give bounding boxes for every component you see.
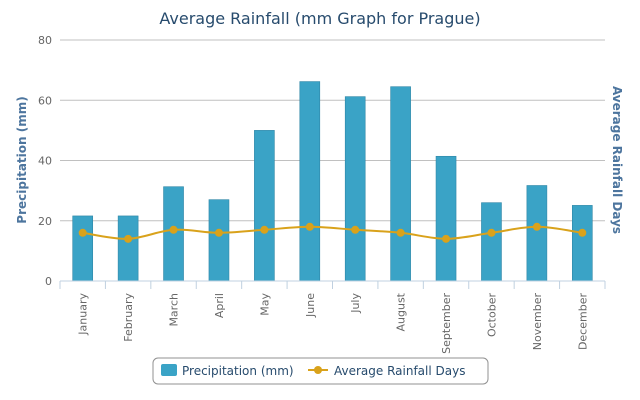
bar-september[interactable]: [435, 155, 457, 282]
x-tick-label: December: [576, 293, 589, 351]
chart-title: Average Rainfall (mm Graph for Prague): [159, 9, 480, 28]
rainfall-days-point-december[interactable]: [578, 228, 587, 237]
bar-series: [72, 81, 593, 282]
x-tick-label: August: [395, 292, 408, 331]
line-series: [78, 222, 587, 243]
rainfall-days-point-november[interactable]: [532, 222, 541, 231]
legend[interactable]: Precipitation (mm) Average Rainfall Days: [152, 357, 489, 385]
x-tick-label: June: [304, 293, 317, 318]
legend-swatch-precipitation: [161, 364, 177, 376]
x-tick-label: January: [77, 293, 90, 336]
x-tick-label: February: [122, 293, 135, 342]
y-tick-label: 40: [38, 155, 52, 168]
rainfall-days-point-september[interactable]: [442, 234, 451, 243]
legend-swatch-rainfall-days-marker: [314, 366, 322, 374]
y-axis-ticks: 0 20 40 60 80: [38, 34, 52, 288]
y-axis-title-left: Precipitation (mm): [15, 96, 29, 223]
y-tick-label: 0: [45, 275, 52, 288]
y-tick-label: 80: [38, 34, 52, 47]
rainfall-days-point-june[interactable]: [305, 222, 314, 231]
bar-november[interactable]: [526, 185, 548, 282]
x-tick-label: September: [440, 293, 453, 354]
rainfall-days-point-october[interactable]: [487, 228, 496, 237]
bar-april[interactable]: [208, 199, 230, 282]
rainfall-days-point-july[interactable]: [351, 225, 360, 234]
rainfall-days-point-january[interactable]: [78, 228, 87, 237]
y-tick-label: 20: [38, 215, 52, 228]
rainfall-days-point-february[interactable]: [124, 234, 133, 243]
y-axis-title-right: Average Rainfall Days: [610, 86, 624, 234]
legend-label-rainfall-days: Average Rainfall Days: [334, 364, 465, 378]
bar-october[interactable]: [481, 202, 502, 282]
x-tick-label: May: [258, 293, 271, 316]
rainfall-days-point-august[interactable]: [396, 228, 405, 237]
bar-february[interactable]: [117, 215, 139, 282]
bar-august[interactable]: [390, 86, 411, 282]
bar-december[interactable]: [571, 205, 593, 282]
bar-may[interactable]: [254, 130, 275, 282]
y-tick-label: 60: [38, 94, 52, 107]
bar-march[interactable]: [163, 186, 184, 282]
x-axis-ticks: January February March April May June July Augu…: [59, 281, 606, 354]
grid-lines: [60, 39, 605, 222]
rainfall-days-point-april[interactable]: [214, 228, 223, 237]
x-tick-label: March: [168, 293, 181, 327]
x-tick-label: October: [485, 293, 498, 337]
rainfall-days-point-march[interactable]: [169, 225, 178, 234]
x-tick-label: July: [349, 293, 362, 314]
bar-january[interactable]: [72, 215, 94, 282]
rainfall-days-line: [82, 225, 583, 240]
bar-july[interactable]: [344, 96, 366, 282]
x-tick-label: November: [531, 293, 544, 351]
rainfall-days-point-may[interactable]: [260, 225, 269, 234]
bar-june[interactable]: [299, 81, 321, 282]
legend-label-precipitation: Precipitation (mm): [182, 364, 294, 378]
x-tick-label: April: [213, 293, 226, 318]
